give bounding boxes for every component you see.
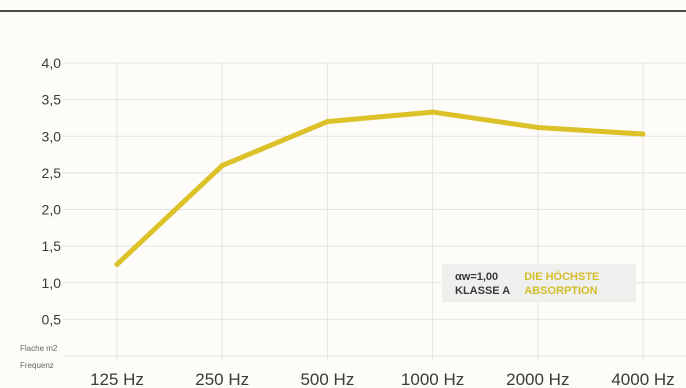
y-tick-label: 2,0 [42, 202, 62, 218]
y-axis-ticks: 4,0 3,5 3,0 2,5 2,0 1,5 1,0 0,5 [42, 55, 62, 327]
x-tick-label: 2000 Hz [506, 370, 569, 388]
y-axis-label: Flache m2 [20, 344, 58, 353]
x-tick-label: 1000 Hz [401, 370, 464, 388]
rating-column: αw=1,00 KLASSE A [455, 270, 510, 302]
series-line [115, 109, 644, 267]
top-rule [0, 10, 686, 12]
alpha-w-value: αw=1,00 [455, 271, 499, 283]
data-point [219, 163, 225, 169]
class-label: KLASSE A [455, 285, 511, 297]
x-tick-label: 125 Hz [90, 370, 144, 388]
x-tick-label: 4000 Hz [611, 370, 674, 388]
grid [63, 62, 686, 360]
y-tick-label: 3,0 [42, 128, 62, 144]
highlight-line-2: ABSORPTION [524, 285, 598, 297]
highlight-line-1: DIE HÖCHSTE [524, 271, 600, 283]
data-point [324, 119, 330, 125]
data-point [114, 261, 120, 267]
y-tick-label: 1,5 [42, 238, 62, 254]
data-point [430, 109, 436, 115]
x-tick-label: 250 Hz [195, 370, 249, 388]
y-tick-label: 3,5 [42, 92, 62, 108]
absorption-class-box: αw=1,00 KLASSE A DIE HÖCHSTE ABSORPTION [442, 264, 636, 302]
x-axis-label: Frequenz [20, 361, 54, 370]
data-point [640, 131, 646, 137]
data-point [535, 124, 541, 130]
highlight-column: DIE HÖCHSTE ABSORPTION [524, 270, 599, 302]
y-tick-label: 2,5 [42, 165, 62, 181]
y-tick-label: 0,5 [42, 311, 62, 327]
series [114, 109, 646, 267]
y-tick-label: 1,0 [42, 275, 62, 291]
x-axis-ticks: 125 Hz 250 Hz 500 Hz 1000 Hz 2000 Hz 4000 Hz [90, 370, 675, 388]
x-tick-label: 500 Hz [300, 370, 354, 388]
y-tick-label: 4,0 [42, 55, 62, 71]
